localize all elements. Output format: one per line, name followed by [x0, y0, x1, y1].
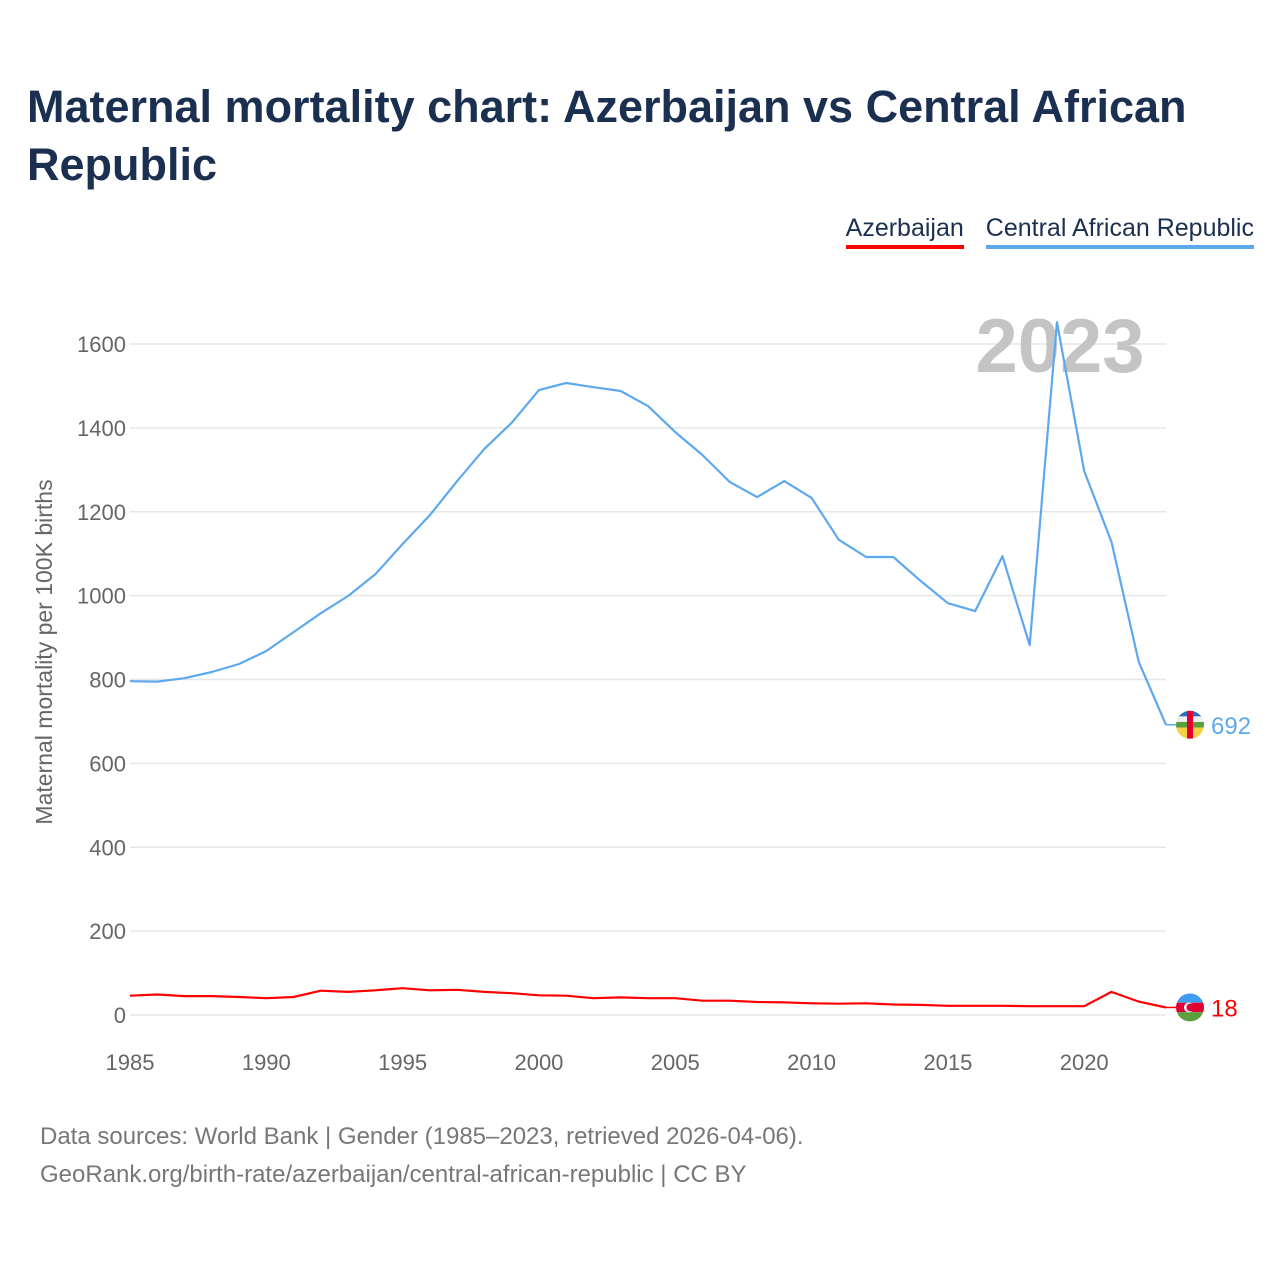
flag-stripe — [1176, 993, 1204, 1003]
flag-red-band — [1187, 710, 1193, 739]
y-tick-label: 200 — [89, 919, 126, 944]
legend-item-central-african-republic[interactable]: Central African Republic — [985, 214, 1254, 249]
legend-item-azerbaijan[interactable]: Azerbaijan — [845, 214, 964, 249]
x-tick-label: 1995 — [378, 1050, 427, 1075]
y-tick-label: 1400 — [77, 416, 126, 441]
x-tick-label: 2000 — [514, 1050, 563, 1075]
y-tick-label: 800 — [89, 668, 126, 693]
central-african-republic-flag-icon — [1176, 710, 1204, 739]
flag-stripes — [1176, 993, 1204, 1022]
line-chart: 0 200 400 600 800 1000 1200 1400 1600 1985 1990 199… — [31, 304, 1251, 1075]
series-line-central-african-republic — [129, 321, 1168, 726]
y-tick-label: 400 — [89, 835, 126, 860]
x-tick-label: 2005 — [651, 1050, 700, 1075]
x-tick-label: 2015 — [923, 1050, 972, 1075]
x-tick-label: 2010 — [787, 1050, 836, 1075]
legend: Azerbaijan Central African Republic — [845, 214, 1254, 249]
y-tick-label: 1600 — [77, 332, 126, 357]
y-axis-label: Maternal mortality per 100K births — [31, 479, 57, 824]
end-value-label: 692 — [1211, 713, 1251, 740]
azerbaijan-flag-icon — [1176, 993, 1204, 1022]
data-source-text: Data sources: World Bank | Gender (1985–… — [40, 1123, 804, 1150]
x-tick-label: 1990 — [242, 1050, 291, 1075]
x-tick-label: 2020 — [1060, 1050, 1109, 1075]
year-watermark: 2023 — [975, 304, 1144, 389]
x-tick-label: 1985 — [106, 1050, 155, 1075]
y-tick-label: 0 — [114, 1003, 126, 1028]
flag-crescent-cut — [1186, 1003, 1195, 1012]
end-value-label: 18 — [1211, 995, 1238, 1022]
series-line-azerbaijan — [129, 987, 1167, 1009]
flag-stripe — [1176, 1012, 1204, 1022]
footer: Data sources: World Bank | Gender (1985–… — [40, 1118, 804, 1194]
chart-title: Maternal mortality chart: Azerbaijan vs … — [27, 81, 1187, 190]
y-tick-label: 1000 — [77, 584, 126, 609]
flag-stripes — [1176, 710, 1204, 739]
y-tick-label: 600 — [89, 751, 126, 776]
y-tick-label: 1200 — [77, 500, 126, 525]
source-link[interactable]: GeoRank.org/birth-rate/azerbaijan/centra… — [40, 1161, 747, 1188]
